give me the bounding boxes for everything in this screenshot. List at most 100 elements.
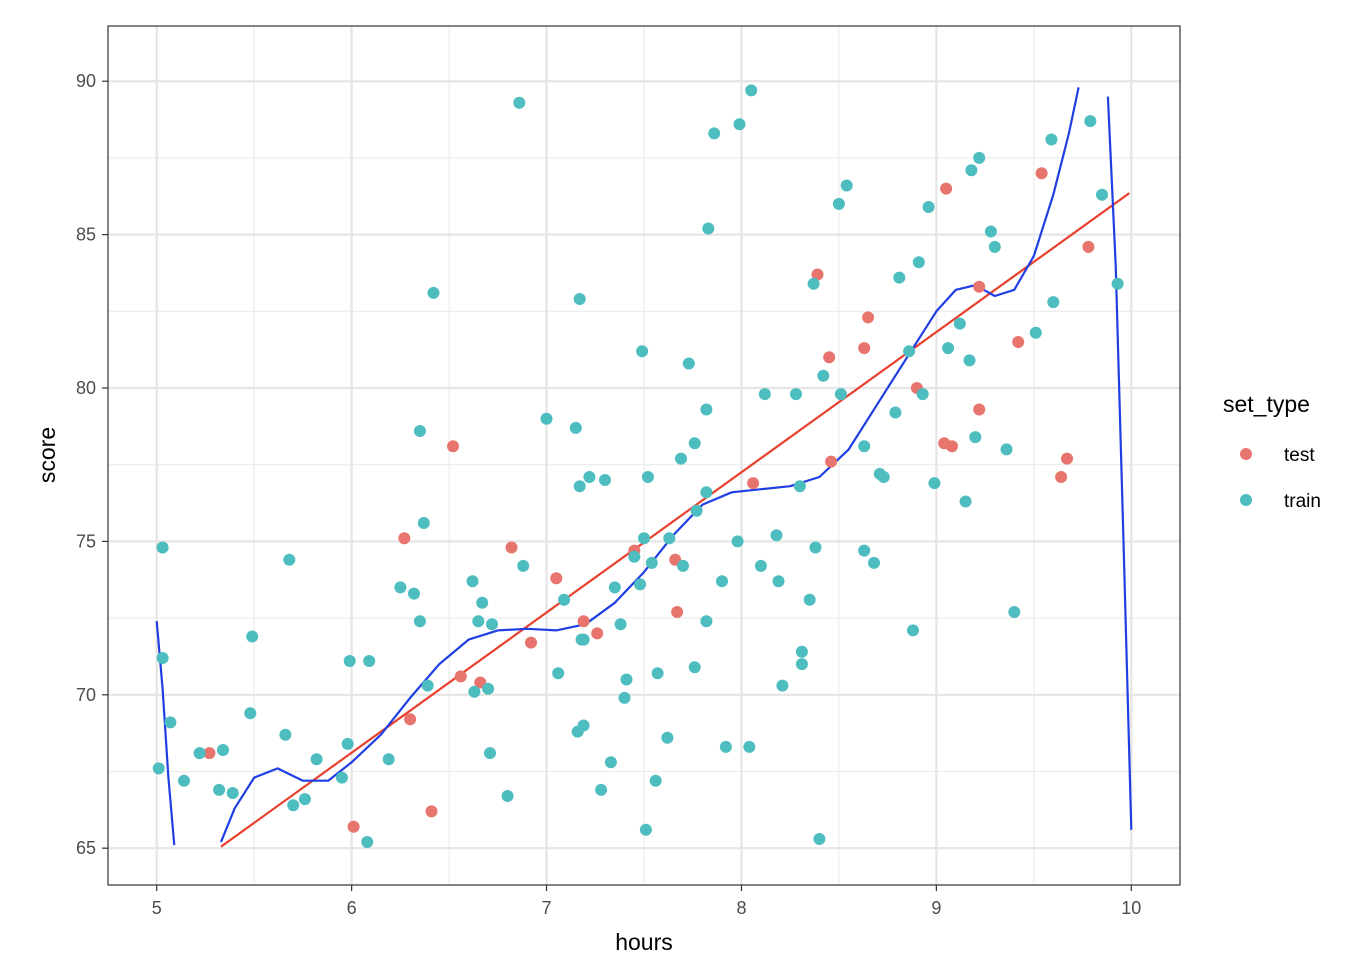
point-train [984, 225, 997, 238]
point-train [817, 369, 830, 382]
point-train [628, 550, 641, 563]
point-train [677, 559, 689, 572]
point-train [341, 737, 354, 750]
x-tick-label: 5 [152, 898, 162, 918]
y-tick-label: 75 [76, 531, 96, 551]
point-train [283, 553, 296, 566]
legend-key-test [1240, 448, 1252, 460]
point-train [217, 744, 229, 756]
point-train [476, 596, 489, 609]
point-train [413, 425, 426, 437]
point-test [823, 351, 836, 364]
y-tick-label: 80 [76, 378, 96, 398]
data-points [152, 84, 1124, 848]
point-train [793, 480, 806, 493]
point-train [638, 532, 650, 545]
point-train [1000, 443, 1013, 456]
point-train [152, 762, 165, 775]
point-train [834, 388, 847, 401]
point-train [953, 317, 966, 330]
point-train [770, 529, 783, 542]
point-test [973, 403, 986, 416]
point-train [1008, 606, 1021, 618]
point-train [963, 354, 976, 367]
point-train [363, 655, 376, 667]
point-train [675, 452, 687, 465]
point-train [343, 655, 356, 667]
x-axis-title: hours [615, 929, 673, 955]
point-test [425, 805, 438, 818]
point-train [1045, 133, 1058, 146]
point-train [772, 575, 785, 588]
point-train [700, 486, 713, 499]
y-tick-label: 90 [76, 71, 96, 91]
point-test [447, 440, 459, 453]
x-tick-label: 7 [542, 898, 552, 918]
point-train [244, 707, 257, 720]
point-train [790, 388, 802, 401]
point-train [877, 471, 890, 483]
point-train [663, 532, 676, 545]
legend-key-train [1240, 494, 1252, 506]
plot-border [107, 25, 1181, 886]
point-train [482, 682, 495, 695]
point-train [809, 541, 822, 554]
point-test [203, 747, 216, 760]
point-train [889, 406, 902, 419]
point-test [1061, 452, 1073, 465]
point-train [776, 679, 789, 692]
point-train [639, 823, 652, 836]
point-train [690, 504, 703, 517]
point-train [795, 658, 808, 671]
legend-title: set_type [1223, 391, 1310, 417]
point-test [550, 572, 563, 585]
point-train [484, 747, 496, 760]
point-train [634, 578, 647, 591]
point-train [893, 271, 906, 284]
point-train [513, 96, 526, 109]
point-train [807, 277, 820, 290]
point-train [599, 474, 611, 486]
y-tick-label: 65 [76, 838, 96, 858]
point-train [912, 256, 925, 269]
point-train [552, 667, 565, 680]
point-train [468, 685, 481, 698]
x-tick-label: 10 [1121, 898, 1141, 918]
point-train [1029, 326, 1042, 339]
legend-label-test: test [1284, 445, 1315, 466]
point-train [733, 118, 746, 131]
point-train [645, 556, 658, 569]
point-train [573, 293, 586, 305]
point-train [394, 581, 407, 594]
point-train [641, 471, 654, 483]
point-train [604, 756, 617, 769]
point-train [903, 345, 916, 358]
point-test [1035, 167, 1048, 180]
point-train [226, 787, 239, 799]
point-train [573, 480, 586, 493]
point-train [795, 645, 808, 658]
point-train [279, 728, 292, 741]
point-test [347, 820, 360, 833]
fit-line-polynomial-fit [1106, 96, 1133, 830]
point-train [731, 535, 744, 548]
point-train [558, 593, 571, 606]
point-test [940, 182, 953, 195]
point-train [417, 517, 430, 529]
point-train [193, 747, 206, 760]
point-train [614, 618, 627, 631]
point-train [928, 477, 941, 490]
point-test [1055, 471, 1068, 483]
point-train [287, 799, 300, 812]
point-train [716, 575, 728, 588]
point-train [832, 197, 845, 210]
point-train [164, 716, 177, 729]
point-train [310, 753, 323, 766]
point-train [1096, 188, 1108, 201]
point-test [525, 636, 537, 649]
y-axis-title: score [34, 427, 60, 483]
point-test [577, 615, 590, 628]
point-train [472, 615, 485, 628]
